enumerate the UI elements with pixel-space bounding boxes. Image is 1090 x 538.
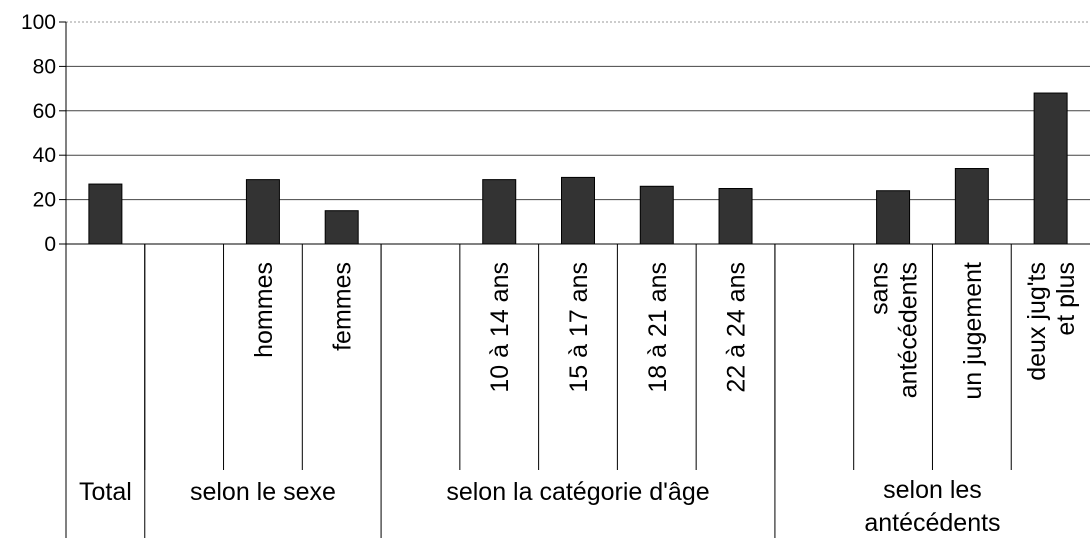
y-tick-label: 100 — [21, 11, 56, 34]
category-label: 10 à 14 ans — [486, 262, 514, 393]
category-label: antécédents — [895, 262, 923, 398]
group-label: Total — [79, 478, 132, 506]
category-label: et plus — [1052, 262, 1080, 336]
bar — [639, 185, 674, 245]
category-label: femmes — [329, 262, 357, 351]
axes — [59, 21, 1090, 538]
y-tick-label: 40 — [33, 144, 56, 167]
grid-lines — [66, 21, 1090, 201]
category-label: hommes — [250, 262, 278, 358]
bar — [482, 179, 517, 245]
y-tick-label: 0 — [44, 233, 56, 256]
bar — [324, 210, 359, 245]
group-label: selon les — [883, 476, 982, 504]
category-label: 15 à 17 ans — [565, 262, 593, 393]
y-tick-label: 60 — [33, 100, 56, 123]
group-label: selon le sexe — [190, 478, 336, 506]
category-label: 18 à 21 ans — [644, 262, 672, 393]
y-tick-label: 80 — [33, 55, 56, 78]
bar — [954, 168, 989, 245]
group-label: selon la catégorie d'âge — [446, 478, 709, 506]
bar — [88, 183, 123, 245]
category-label: 22 à 24 ans — [723, 262, 751, 393]
category-label: un jugement — [959, 262, 987, 400]
category-label: sans — [866, 262, 894, 315]
bar — [1033, 92, 1068, 245]
bar — [718, 188, 753, 245]
y-tick-label: 20 — [33, 189, 56, 212]
bar — [876, 190, 911, 245]
group-label: antécédents — [864, 509, 1000, 537]
bar — [245, 179, 280, 245]
labels: 0 20 40 60 80 100 hommes femmes 10 à 14 ans 15 à … — [21, 11, 1080, 537]
bars — [88, 92, 1068, 245]
category-label: deux jug'ts — [1023, 262, 1051, 381]
bar — [561, 176, 595, 245]
